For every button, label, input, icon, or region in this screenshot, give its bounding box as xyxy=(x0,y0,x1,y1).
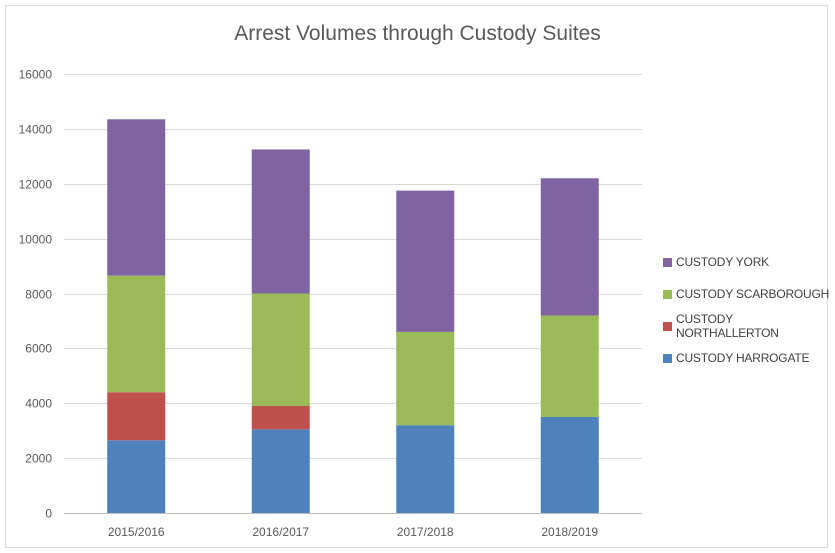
legend-item: CUSTODY HARROGATE xyxy=(663,342,835,374)
bar-segment xyxy=(107,392,166,441)
y-tick-label: 8000 xyxy=(25,288,52,302)
bar-segment xyxy=(540,315,599,417)
y-tick-label: 14000 xyxy=(19,123,53,137)
x-tick-label: 2016/2017 xyxy=(252,525,309,539)
bar-segment xyxy=(396,190,455,332)
y-tick-label: 16000 xyxy=(19,68,53,82)
x-tick-label: 2017/2018 xyxy=(397,525,454,539)
legend-label: CUSTODY HARROGATE xyxy=(676,351,810,365)
legend-item: CUSTODY NORTHALLERTON xyxy=(663,310,835,342)
legend: CUSTODY YORK CUSTODY SCARBOROUGH CUSTODY N… xyxy=(663,246,835,374)
legend-label: CUSTODY SCARBOROUGH xyxy=(676,287,830,301)
legend-swatch xyxy=(663,353,672,363)
chart-title: Arrest Volumes through Custody Suites xyxy=(234,22,601,45)
y-tick-label: 4000 xyxy=(25,397,52,411)
bar-segment xyxy=(251,149,310,294)
legend-swatch xyxy=(663,257,672,267)
bar-segment xyxy=(540,416,599,513)
bar-segment xyxy=(251,405,310,430)
x-tick-label: 2018/2019 xyxy=(541,525,598,539)
y-tick-label: 2000 xyxy=(25,452,52,466)
legend-item: CUSTODY SCARBOROUGH xyxy=(663,278,835,310)
legend-swatch xyxy=(663,289,672,299)
bar-segment xyxy=(251,293,310,406)
y-tick-label: 6000 xyxy=(25,342,52,356)
bar-segment xyxy=(396,425,455,513)
legend-label: CUSTODY YORK xyxy=(676,255,769,269)
bar-segment xyxy=(396,331,455,426)
bar-segment xyxy=(107,440,166,513)
bar-segment xyxy=(107,119,166,276)
y-tick-label: 10000 xyxy=(19,233,53,247)
y-tick-label: 0 xyxy=(45,507,52,521)
x-tick-label: 2015/2016 xyxy=(108,525,165,539)
legend-item: CUSTODY YORK xyxy=(663,246,835,278)
legend-swatch xyxy=(663,321,672,331)
bar-segment xyxy=(107,275,166,393)
y-tick-label: 12000 xyxy=(19,178,53,192)
bar-segment xyxy=(540,178,599,316)
bar-segment xyxy=(251,429,310,513)
legend-label: CUSTODY NORTHALLERTON xyxy=(676,312,779,340)
